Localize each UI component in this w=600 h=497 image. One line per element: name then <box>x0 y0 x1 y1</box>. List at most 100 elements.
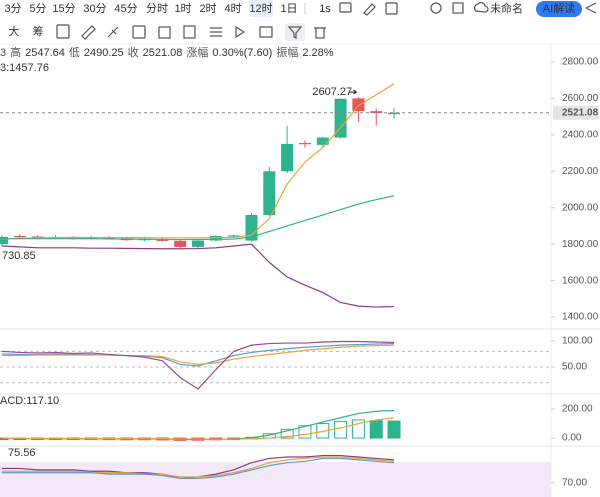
y-tick-label: 70.00 <box>562 477 587 488</box>
candle-body <box>298 143 311 145</box>
tool-icon[interactable] <box>210 27 222 37</box>
macd-bar <box>369 420 383 439</box>
interval-button[interactable]: 分时 <box>146 2 168 15</box>
last-price-box <box>553 105 599 120</box>
y-tick-label: 2400.00 <box>562 129 599 140</box>
info-item: 高 <box>10 45 21 59</box>
macd-bar <box>334 420 348 439</box>
tool-icon[interactable] <box>81 25 96 40</box>
candle-body <box>263 171 276 216</box>
info-item: 2.28% <box>302 47 333 59</box>
y-tick-label: 1800.00 <box>562 239 599 250</box>
panel-label: 75.56 <box>8 447 36 459</box>
band-annotation: 3:1457.76 <box>0 62 49 74</box>
interval-button[interactable]: 4时 <box>224 2 241 15</box>
interval-button[interactable]: 30分 <box>83 2 106 15</box>
interval-button[interactable]: 12时 <box>249 2 272 15</box>
y-tick-label: 1600.00 <box>562 275 599 286</box>
series-line <box>2 344 395 366</box>
share-icon[interactable] <box>585 2 597 14</box>
series-line <box>2 456 395 478</box>
filter-icon[interactable] <box>287 26 303 39</box>
ai-button-bg[interactable] <box>536 1 582 17</box>
interval-button[interactable]: 45分 <box>114 2 137 15</box>
y-tick-label: 50.00 <box>562 362 587 373</box>
series-line <box>2 457 395 480</box>
info-item: 低 <box>69 46 80 59</box>
ai-button[interactable]: AI解读 <box>543 1 575 15</box>
candle-body <box>316 137 329 145</box>
candle-body <box>352 98 365 112</box>
series-line <box>1 342 395 367</box>
series-line <box>1 83 395 240</box>
info-item: 收 <box>128 45 139 59</box>
info-item: 2547.64 <box>25 47 65 59</box>
info-item: 2521.08 <box>143 47 183 59</box>
macd-bar <box>387 420 401 439</box>
toolbar-icons <box>56 1 597 41</box>
series-line <box>2 417 395 440</box>
active-interval-bg <box>249 0 273 17</box>
interval-button[interactable]: 1时 <box>174 2 191 15</box>
fullscreen-icon[interactable] <box>452 2 464 14</box>
info-item: 3 <box>0 47 6 59</box>
settings-icon[interactable] <box>430 2 442 14</box>
tool-button[interactable]: 大 <box>9 24 20 38</box>
rsi-band <box>0 462 551 497</box>
candle-body <box>227 235 240 237</box>
delete-icon[interactable] <box>314 27 326 39</box>
y-tick-label: 2600.00 <box>562 93 599 104</box>
y-tick-label: 1400.00 <box>562 312 599 323</box>
interval-button[interactable]: 5分 <box>29 2 46 15</box>
interval-button[interactable]: 15分 <box>52 2 75 15</box>
interval-button[interactable]: 2时 <box>199 2 216 15</box>
tool-icon[interactable] <box>56 24 70 39</box>
candle-body <box>245 215 258 241</box>
tool-icon[interactable] <box>132 25 146 39</box>
camera-icon[interactable] <box>339 2 352 13</box>
layout-name[interactable]: 未命名 <box>490 1 523 15</box>
info-item: 2490.25 <box>84 47 124 59</box>
info-line: 3 高 2547.64 低 2490.25 收 2521.08 涨幅 0.30%(7.60) 振幅… <box>0 45 334 59</box>
candle-body <box>334 98 347 138</box>
tool-icon[interactable] <box>183 25 196 39</box>
tool-button[interactable]: 筹 <box>33 24 44 38</box>
sub-interval[interactable]: 1s <box>319 3 331 15</box>
y-tick-label: 0.00 <box>562 433 582 444</box>
candle-body <box>370 111 383 113</box>
y-tick-label: 200.00 <box>562 404 593 415</box>
info-item: 涨幅 <box>186 46 208 59</box>
cloud-icon[interactable] <box>474 2 489 13</box>
interval-button[interactable]: 1日 <box>280 3 297 15</box>
candle-body <box>209 235 222 241</box>
y-tick-label: 2000.00 <box>562 202 599 213</box>
interval-button[interactable]: 3分 <box>4 2 21 15</box>
expand-icon[interactable] <box>385 2 398 15</box>
filter-bg <box>285 23 305 41</box>
info-item: 0.30%(7.60) <box>212 47 272 59</box>
macd-bar <box>280 428 294 439</box>
candle-body <box>174 240 187 247</box>
y-tick-label: 2800.00 <box>562 57 599 68</box>
tool-icon[interactable] <box>235 25 246 39</box>
y-tick-label: 2200.00 <box>562 166 599 177</box>
candle-body <box>0 236 8 245</box>
pen-icon[interactable] <box>363 3 376 16</box>
tool-icon[interactable] <box>107 26 119 38</box>
candle-body <box>192 240 205 247</box>
info-item: 振幅 <box>276 45 298 59</box>
series-line <box>1 243 395 308</box>
high-annotation: 2607.27 <box>312 86 352 98</box>
series-line <box>2 195 395 241</box>
candle-body <box>388 112 401 115</box>
tool-icon[interactable] <box>259 26 273 38</box>
low-annotation: 730.85 <box>2 250 36 262</box>
last-price-label: 2521.08 <box>562 107 599 118</box>
y-tick-label: 100.00 <box>562 336 593 347</box>
tool-icon[interactable] <box>158 26 171 39</box>
candle-body <box>281 143 294 172</box>
candle-body <box>13 235 26 238</box>
panel-label: ACD:117.10 <box>0 395 59 407</box>
